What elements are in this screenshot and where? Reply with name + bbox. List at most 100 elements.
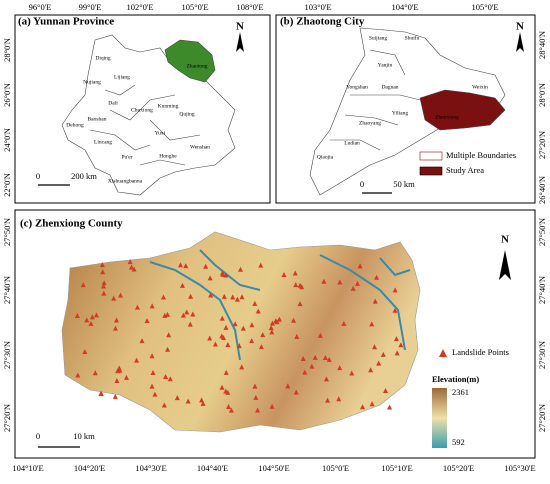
landslide-point — [150, 369, 156, 375]
place-label: Baoshan — [88, 116, 107, 122]
landslide-point — [325, 397, 331, 403]
landslide-point — [98, 391, 104, 397]
landslide-point — [74, 312, 80, 318]
lat-label: 28°40'N — [537, 31, 547, 59]
landslide-point — [392, 287, 398, 293]
place-label: Qujing — [179, 111, 195, 117]
landslide-point — [116, 365, 122, 371]
landslide-point — [302, 369, 308, 375]
landslide-point — [253, 394, 259, 400]
landslide-point — [134, 357, 140, 363]
place-label: Dehong — [66, 122, 84, 128]
landslide-point — [239, 364, 245, 370]
landslide-point — [200, 400, 206, 406]
place-label: Lijiang — [114, 74, 130, 80]
landslide-point — [180, 312, 186, 318]
landslide-point — [372, 344, 378, 350]
place-label: Pu'er — [121, 154, 132, 160]
landslide-point — [392, 307, 398, 313]
landslide-point — [258, 344, 264, 350]
landslide-point — [225, 389, 231, 395]
north-label: N — [501, 234, 509, 246]
place-label: Suijiang — [369, 35, 388, 41]
landslide-point — [336, 396, 342, 402]
landslide-point — [160, 294, 166, 300]
scale-label: 0 — [36, 171, 40, 181]
legend-label: Study Area — [446, 165, 484, 175]
landslide-point — [184, 309, 190, 315]
lon-label: 104°30'E — [135, 463, 166, 473]
lat-label: 26°0'N — [2, 83, 12, 107]
landslide-point — [93, 312, 99, 318]
landslide-point — [369, 401, 375, 407]
landslide-point — [323, 376, 329, 382]
landslide-point — [199, 397, 205, 403]
landslide-point — [269, 320, 275, 326]
lat-label: 27°40'N — [537, 276, 547, 304]
scale-label: 0 — [360, 179, 364, 189]
landslide-point — [268, 325, 274, 331]
landslide-point — [236, 343, 242, 349]
landslide-point — [292, 270, 298, 276]
landslide-point — [372, 298, 378, 304]
legend-label: Landslide Points — [452, 347, 509, 357]
lon-label: 105°30'E — [504, 463, 535, 473]
lon-label: 105°0'E — [322, 463, 349, 473]
landslide-point — [360, 404, 366, 410]
landslide-point — [380, 351, 386, 357]
landslide-point — [232, 321, 238, 327]
legend-label: Multiple Boundaries — [446, 150, 516, 160]
landslide-point — [177, 262, 183, 268]
landslide-points — [74, 259, 404, 413]
place-label: Lincang — [94, 139, 112, 145]
landslide-point — [129, 264, 135, 270]
place-label: Honghe — [159, 153, 177, 159]
legend-label: 2361 — [452, 387, 469, 397]
landslide-point — [139, 338, 145, 344]
landslide-point — [149, 303, 155, 309]
panel-title: (c) Zhenxiong County — [20, 218, 123, 230]
landslide-point — [252, 383, 258, 389]
lon-label: 105°20'E — [443, 463, 474, 473]
landslide-point — [161, 402, 167, 408]
lat-label: 28°0'N — [2, 38, 12, 62]
landslide-point — [219, 333, 225, 339]
scale-label: 0 — [36, 431, 40, 441]
landslide-point — [84, 317, 90, 323]
lon-label: 104°20'E — [74, 463, 105, 473]
landslide-point — [321, 278, 327, 284]
landslide-point — [118, 292, 124, 298]
landslide-point — [101, 290, 107, 296]
landslide-point — [273, 318, 279, 324]
lat-label: 27°20'N — [537, 131, 547, 159]
lon-label: 108°0'E — [236, 2, 263, 12]
place-label: Diqing — [95, 55, 111, 61]
north-label: N — [236, 21, 244, 33]
lat-label: 26°40'N — [537, 176, 547, 204]
landslide-point — [293, 389, 299, 395]
place-label: Zhenxiong — [435, 114, 459, 120]
landslide-point — [326, 356, 332, 362]
landslide-point — [220, 271, 226, 277]
landslide-point — [249, 322, 255, 328]
place-label: Yongshan — [346, 84, 368, 90]
place-label: Dali — [108, 100, 118, 106]
lon-label: 104°0'E — [391, 2, 418, 12]
landslide-point — [123, 374, 129, 380]
landslide-point — [260, 332, 266, 338]
lat-label: 28°0'N — [537, 83, 547, 107]
panel-frames — [14, 14, 536, 459]
landslide-point — [382, 388, 388, 394]
landslide-point — [111, 295, 117, 301]
landslide-point — [337, 365, 343, 371]
landslide-point — [276, 316, 282, 322]
landslide-point — [368, 367, 374, 373]
place-label: Weixin — [472, 84, 488, 90]
landslide-point — [341, 320, 347, 326]
landslide-point — [223, 324, 229, 330]
landslide-point — [376, 360, 382, 366]
landslide-point — [350, 285, 356, 291]
landslide-point — [293, 282, 299, 288]
landslide-point — [357, 263, 363, 269]
